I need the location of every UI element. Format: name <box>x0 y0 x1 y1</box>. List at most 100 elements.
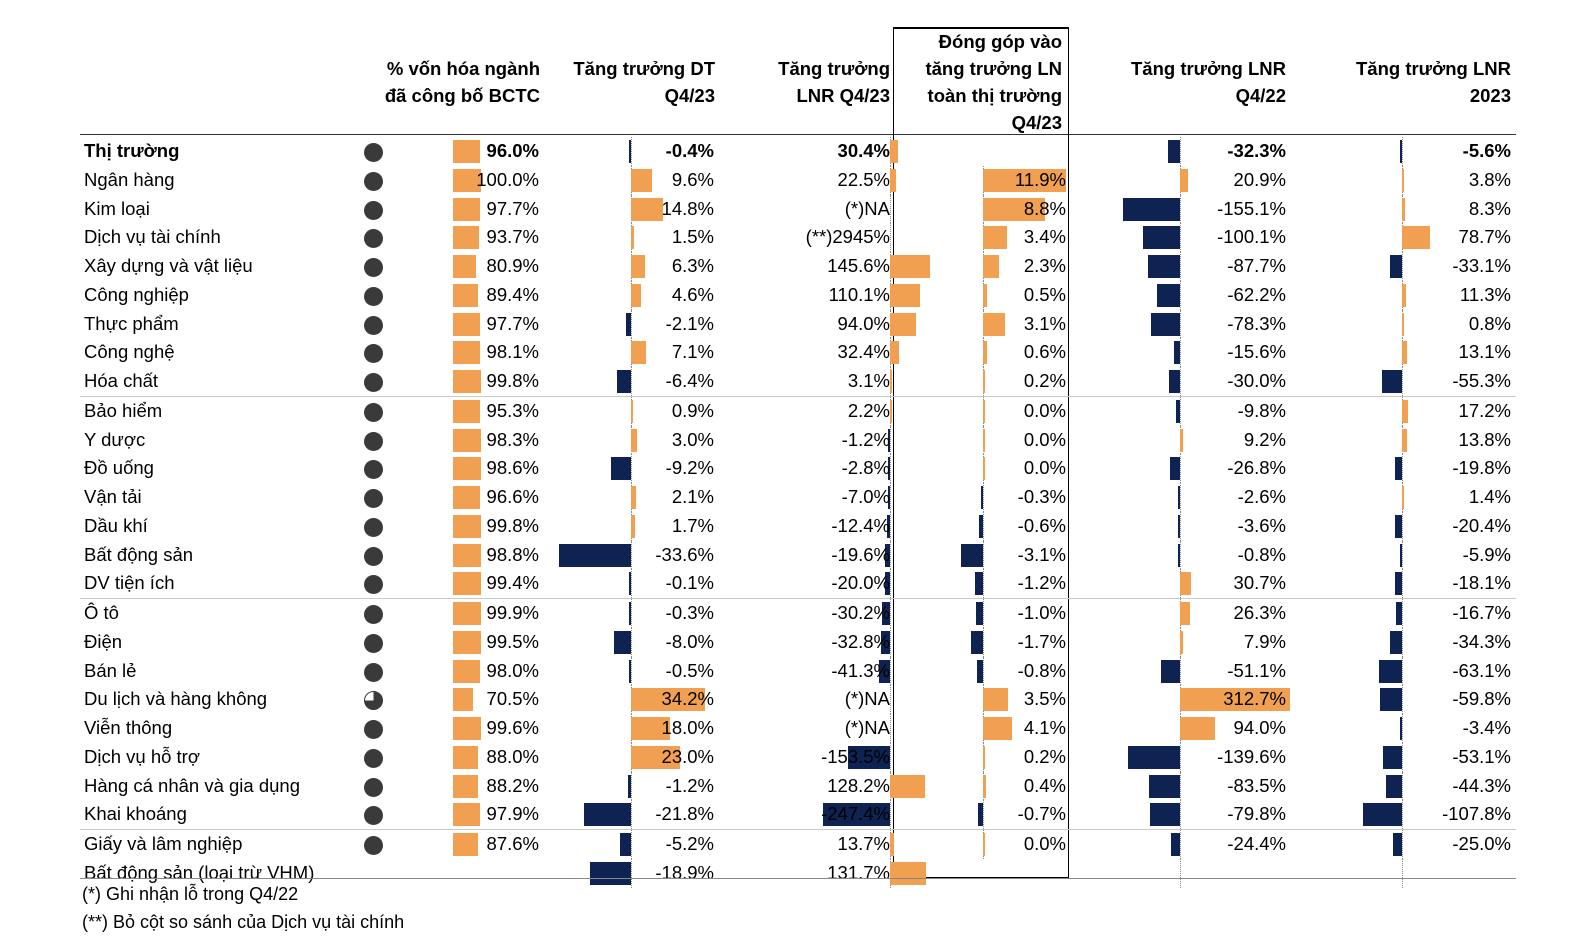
value-q422: -3.6% <box>1237 514 1286 536</box>
value-y2023: -20.4% <box>1452 514 1511 536</box>
negative-bar <box>1170 457 1180 481</box>
value-cap: 87.6% <box>486 833 539 854</box>
value-y2023: -53.1% <box>1452 745 1511 767</box>
negative-bar <box>1128 745 1180 769</box>
sector-name: Bất động sản (loại trừ VHM) <box>84 861 315 883</box>
negative-bar <box>1380 688 1402 712</box>
value-npat: 32.4% <box>837 341 890 363</box>
positive-bar <box>1402 341 1407 365</box>
cell-contrib: 4.1% <box>895 714 1068 743</box>
table-row: Kim loại 97.7% 14.8% (*)NA 8.8% -155.1% 8.3% <box>80 194 1516 224</box>
zero-axis <box>1402 714 1403 743</box>
positive-bar <box>631 341 647 365</box>
negative-bar <box>886 514 890 538</box>
value-npat: -20.0% <box>831 572 890 594</box>
zero-axis <box>631 656 632 686</box>
cell-contrib: 3.4% <box>895 223 1068 252</box>
cap-share-bar <box>453 688 473 712</box>
sector-name: Bán lẻ <box>84 659 137 681</box>
positive-bar <box>1402 283 1407 307</box>
zero-axis <box>631 569 632 598</box>
header-npat-growth: Tăng trưởng LNR Q4/23 <box>778 58 890 106</box>
sector-name: Hàng cá nhân và gia dụng <box>84 774 301 796</box>
full-report-icon <box>364 574 383 595</box>
value-y2023: 13.8% <box>1458 428 1511 450</box>
value-y2023: -5.9% <box>1462 543 1511 565</box>
zero-axis <box>1402 599 1403 628</box>
cell-y2023: 1.4% <box>1292 483 1513 512</box>
cell-y2023: 13.1% <box>1292 338 1513 367</box>
value-npat: -41.3% <box>831 659 890 681</box>
cell-npat: 128.2% <box>720 771 925 801</box>
table-row: Khai khoáng 97.9% -21.8% -247.4% -0.7% -79.8%… <box>80 800 1516 829</box>
cell-cap: 98.1% <box>453 338 541 367</box>
value-rev: -9.2% <box>665 457 714 479</box>
cell-npat: 94.0% <box>720 309 916 339</box>
zero-axis <box>890 656 891 686</box>
value-rev: -0.4% <box>665 140 714 161</box>
value-cap: 97.7% <box>486 312 539 334</box>
cell-q422: -139.6% <box>1070 742 1288 772</box>
zero-axis <box>890 511 891 541</box>
value-rev: -8.0% <box>665 630 714 652</box>
zero-axis <box>983 483 984 512</box>
zero-axis <box>1180 830 1181 859</box>
cap-share-bar <box>453 833 478 856</box>
negative-bar <box>1161 659 1180 683</box>
table-row: Y dược 98.3% 3.0% -1.2% 0.0% 9.2% 13.8% <box>80 425 1516 455</box>
value-q422: -62.2% <box>1227 283 1286 305</box>
value-y2023: 8.3% <box>1468 197 1511 219</box>
sector-name: Du lịch và hàng không <box>84 688 268 710</box>
cell-npat: -7.0% <box>720 483 892 512</box>
value-y2023: -3.4% <box>1462 717 1511 738</box>
full-report-icon <box>364 286 383 306</box>
cap-share-bar <box>453 226 480 250</box>
cell-q422: -30.0% <box>1070 367 1288 396</box>
value-contrib: 0.2% <box>1023 745 1066 767</box>
value-rev: -33.6% <box>655 543 714 565</box>
value-contrib: 0.5% <box>1023 283 1066 305</box>
cap-share-bar <box>453 457 481 481</box>
full-report-icon <box>364 431 383 451</box>
zero-axis <box>890 425 891 455</box>
cell-rev: -0.1% <box>546 569 716 598</box>
negative-bar <box>1156 283 1180 307</box>
full-report-icon <box>364 402 383 422</box>
sector-name: Bảo hiểm <box>84 399 163 421</box>
cell-y2023: -55.3% <box>1292 367 1513 396</box>
cell-contrib: 2.3% <box>895 252 1068 281</box>
negative-bar <box>617 370 631 393</box>
negative-bar <box>628 774 631 798</box>
value-cap: 97.7% <box>486 197 539 219</box>
negative-bar <box>1168 370 1180 393</box>
cap-share-bar <box>453 659 481 683</box>
zero-axis <box>1402 454 1403 483</box>
positive-bar <box>1180 717 1215 740</box>
value-q422: -0.8% <box>1237 543 1286 565</box>
value-q422: 312.7% <box>1223 688 1286 710</box>
footnote-financial-services: (**) Bỏ cột so sánh của Dịch vụ tài chín… <box>82 912 405 932</box>
full-report-icon <box>364 257 383 277</box>
negative-bar <box>1394 457 1402 481</box>
value-q422: -30.0% <box>1227 370 1286 391</box>
negative-bar <box>1393 833 1402 856</box>
cell-contrib: 0.0% <box>895 396 1068 426</box>
table-row: Ngân hàng 100.0% 9.6% 22.5% 11.9% 20.9% 3.8% <box>80 165 1516 195</box>
cell-rev: 4.6% <box>546 280 716 310</box>
positive-bar <box>631 688 705 712</box>
cell-rev: 14.8% <box>546 194 716 224</box>
negative-bar <box>1176 399 1180 423</box>
cell-rev: -18.9% <box>546 858 716 888</box>
negative-bar <box>1382 370 1402 393</box>
value-rev: 18.0% <box>661 717 714 738</box>
value-y2023: 3.8% <box>1468 168 1511 190</box>
table-row: Bán lẻ 98.0% -0.5% -41.3% -0.8% -51.1% -63.1% <box>80 656 1516 686</box>
cell-rev: -21.8% <box>546 800 716 829</box>
cap-share-bar <box>453 283 479 307</box>
full-report-icon <box>364 228 383 249</box>
negative-bar <box>611 457 631 481</box>
negative-bar <box>558 543 631 567</box>
negative-bar <box>1390 255 1402 278</box>
cell-y2023: 17.2% <box>1292 396 1513 426</box>
cell-cap: 100.0% <box>453 166 541 195</box>
